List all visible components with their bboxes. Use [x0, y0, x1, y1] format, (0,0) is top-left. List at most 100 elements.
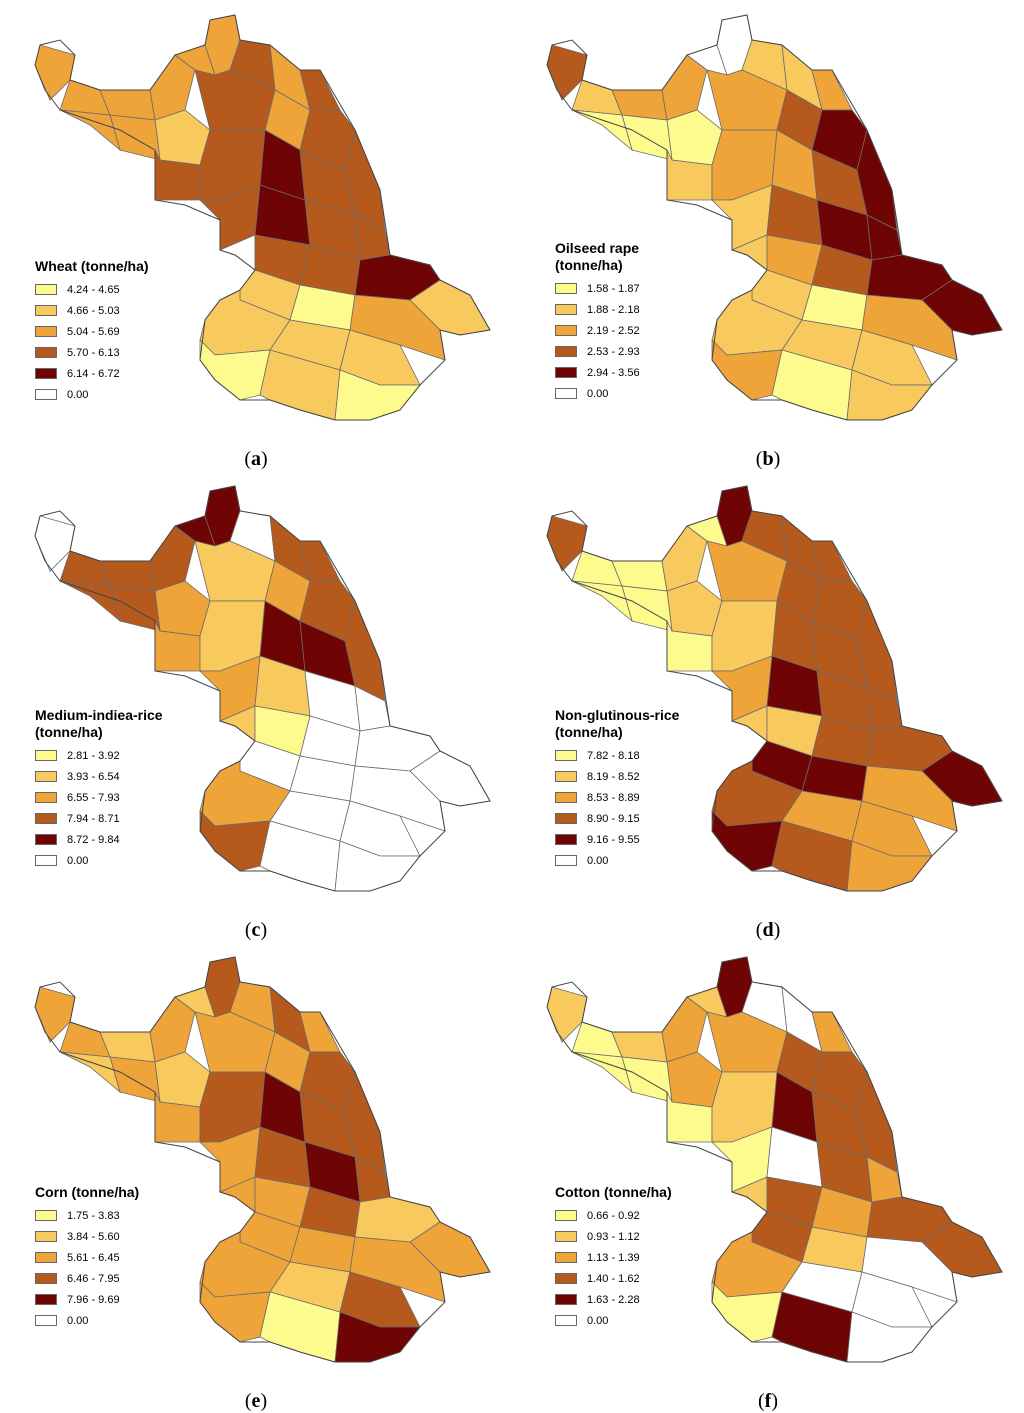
legend-swatch: [35, 1315, 57, 1326]
county-region: [344, 1070, 386, 1173]
map-panel-f: Cotton (tonne/ha) 0.66 - 0.92 0.93 - 1.12…: [512, 942, 1024, 1413]
legend-label: 7.96 - 9.69: [67, 1293, 120, 1306]
legend-d: Non-glutinous-rice (tonne/ha) 7.82 - 8.1…: [555, 707, 679, 871]
legend-swatch: [35, 389, 57, 400]
legend-item: 2.19 - 2.52: [555, 320, 640, 341]
legend-label: 2.81 - 3.92: [67, 749, 120, 762]
legend-item: 1.13 - 1.39: [555, 1247, 672, 1268]
legend-title: Wheat (tonne/ha): [35, 258, 149, 274]
legend-item: 1.88 - 2.18: [555, 299, 640, 320]
panel-caption: (f): [757, 1390, 778, 1412]
legend-item: 6.46 - 7.95: [35, 1268, 139, 1289]
map-panel-d: Non-glutinous-rice (tonne/ha) 7.82 - 8.1…: [512, 471, 1024, 942]
legend-label: 0.00: [67, 388, 89, 401]
legend-label: 3.84 - 5.60: [67, 1230, 120, 1243]
legend-label: 0.66 - 0.92: [587, 1209, 640, 1222]
legend-swatch: [35, 1294, 57, 1305]
county-region: [109, 585, 161, 632]
legend-item: 0.00: [35, 384, 149, 405]
legend-swatch: [35, 1210, 57, 1221]
legend-a: Wheat (tonne/ha) 4.24 - 4.65 4.66 - 5.03 5…: [35, 258, 149, 405]
legend-swatch: [555, 388, 577, 399]
map-panel-c: Medium-indiea-rice (tonne/ha) 2.81 - 3.9…: [0, 471, 512, 942]
choropleth-map-e: [34, 956, 491, 1363]
legend-label: 6.55 - 7.93: [67, 791, 120, 804]
panel-caption: (c): [244, 919, 268, 941]
map-panel-e: Corn (tonne/ha) 1.75 - 3.83 3.84 - 5.60 5.…: [0, 942, 512, 1413]
legend-label: 8.72 - 9.84: [67, 833, 120, 846]
legend-item: 8.72 - 9.84: [35, 829, 163, 850]
legend-swatch: [35, 750, 57, 761]
legend-swatch: [35, 347, 57, 358]
legend-swatch: [555, 771, 577, 782]
legend-title-unit: (tonne/ha): [35, 724, 103, 740]
legend-item: 0.00: [35, 1310, 139, 1331]
legend-e: Corn (tonne/ha) 1.75 - 3.83 3.84 - 5.60 5.…: [35, 1184, 139, 1331]
legend-item: 6.14 - 6.72: [35, 363, 149, 384]
county-region: [344, 599, 386, 702]
legend-item: 5.61 - 6.45: [35, 1247, 139, 1268]
legend-label: 1.88 - 2.18: [587, 303, 640, 316]
legend-item: 0.93 - 1.12: [555, 1226, 672, 1247]
legend-item: 5.04 - 5.69: [35, 321, 149, 342]
legend-item: 3.93 - 6.54: [35, 766, 163, 787]
county-region: [154, 109, 211, 166]
legend-label: 0.00: [67, 1314, 89, 1327]
county-region: [621, 1056, 673, 1103]
legend-label: 7.94 - 8.71: [67, 812, 120, 825]
legend-item: 8.53 - 8.89: [555, 787, 679, 808]
county-region: [856, 1070, 898, 1173]
legend-title: Corn (tonne/ha): [35, 1184, 140, 1200]
county-region: [666, 109, 723, 166]
legend-label: 5.04 - 5.69: [67, 325, 120, 338]
legend-item: 2.53 - 2.93: [555, 341, 640, 362]
county-region: [109, 114, 161, 161]
legend-swatch: [555, 1210, 577, 1221]
legend-item: 8.19 - 8.52: [555, 766, 679, 787]
legend-label: 0.00: [67, 854, 89, 867]
panel-caption: (d): [755, 919, 781, 941]
province-outline: [34, 485, 491, 892]
legend-swatch: [555, 367, 577, 378]
legend-swatch: [555, 1252, 577, 1263]
map-panel-a: Wheat (tonne/ha) 4.24 - 4.65 4.66 - 5.03 5…: [0, 0, 512, 471]
map-panel-b: Oilseed rape (tonne/ha) 1.58 - 1.87 1.88 …: [512, 0, 1024, 471]
legend-label: 2.19 - 2.52: [587, 324, 640, 337]
legend-title-unit: (tonne/ha): [555, 724, 623, 740]
legend-item: 1.58 - 1.87: [555, 278, 640, 299]
legend-swatch: [35, 368, 57, 379]
legend-swatch: [555, 1231, 577, 1242]
legend-swatch: [555, 834, 577, 845]
legend-item: 7.82 - 8.18: [555, 745, 679, 766]
legend-item: 8.90 - 9.15: [555, 808, 679, 829]
legend-item: 1.63 - 2.28: [555, 1289, 672, 1310]
legend-swatch: [555, 813, 577, 824]
province-outline: [546, 14, 1003, 421]
legend-swatch: [555, 346, 577, 357]
county-region: [59, 580, 121, 623]
choropleth-map-d: [546, 485, 1003, 892]
legend-label: 4.24 - 4.65: [67, 283, 120, 296]
legend-swatch: [35, 813, 57, 824]
legend-swatch: [35, 855, 57, 866]
legend-label: 2.94 - 3.56: [587, 366, 640, 379]
choropleth-map-f: [546, 956, 1003, 1363]
county-region: [59, 1051, 121, 1094]
legend-label: 4.66 - 5.03: [67, 304, 120, 317]
legend-swatch: [35, 834, 57, 845]
legend-title: Oilseed rape: [555, 240, 640, 256]
legend-item: 0.00: [555, 850, 679, 871]
legend-swatch: [555, 792, 577, 803]
legend-item: 7.94 - 8.71: [35, 808, 163, 829]
legend-label: 1.63 - 2.28: [587, 1293, 640, 1306]
county-region: [154, 580, 211, 637]
legend-label: 5.70 - 6.13: [67, 346, 120, 359]
legend-label: 1.40 - 1.62: [587, 1272, 640, 1285]
legend-item: 0.00: [555, 1310, 672, 1331]
legend-swatch: [35, 284, 57, 295]
legend-item: 5.70 - 6.13: [35, 342, 149, 363]
legend-label: 6.46 - 7.95: [67, 1272, 120, 1285]
choropleth-map-a: [34, 14, 491, 421]
legend-item: 4.24 - 4.65: [35, 279, 149, 300]
county-region: [59, 109, 121, 152]
